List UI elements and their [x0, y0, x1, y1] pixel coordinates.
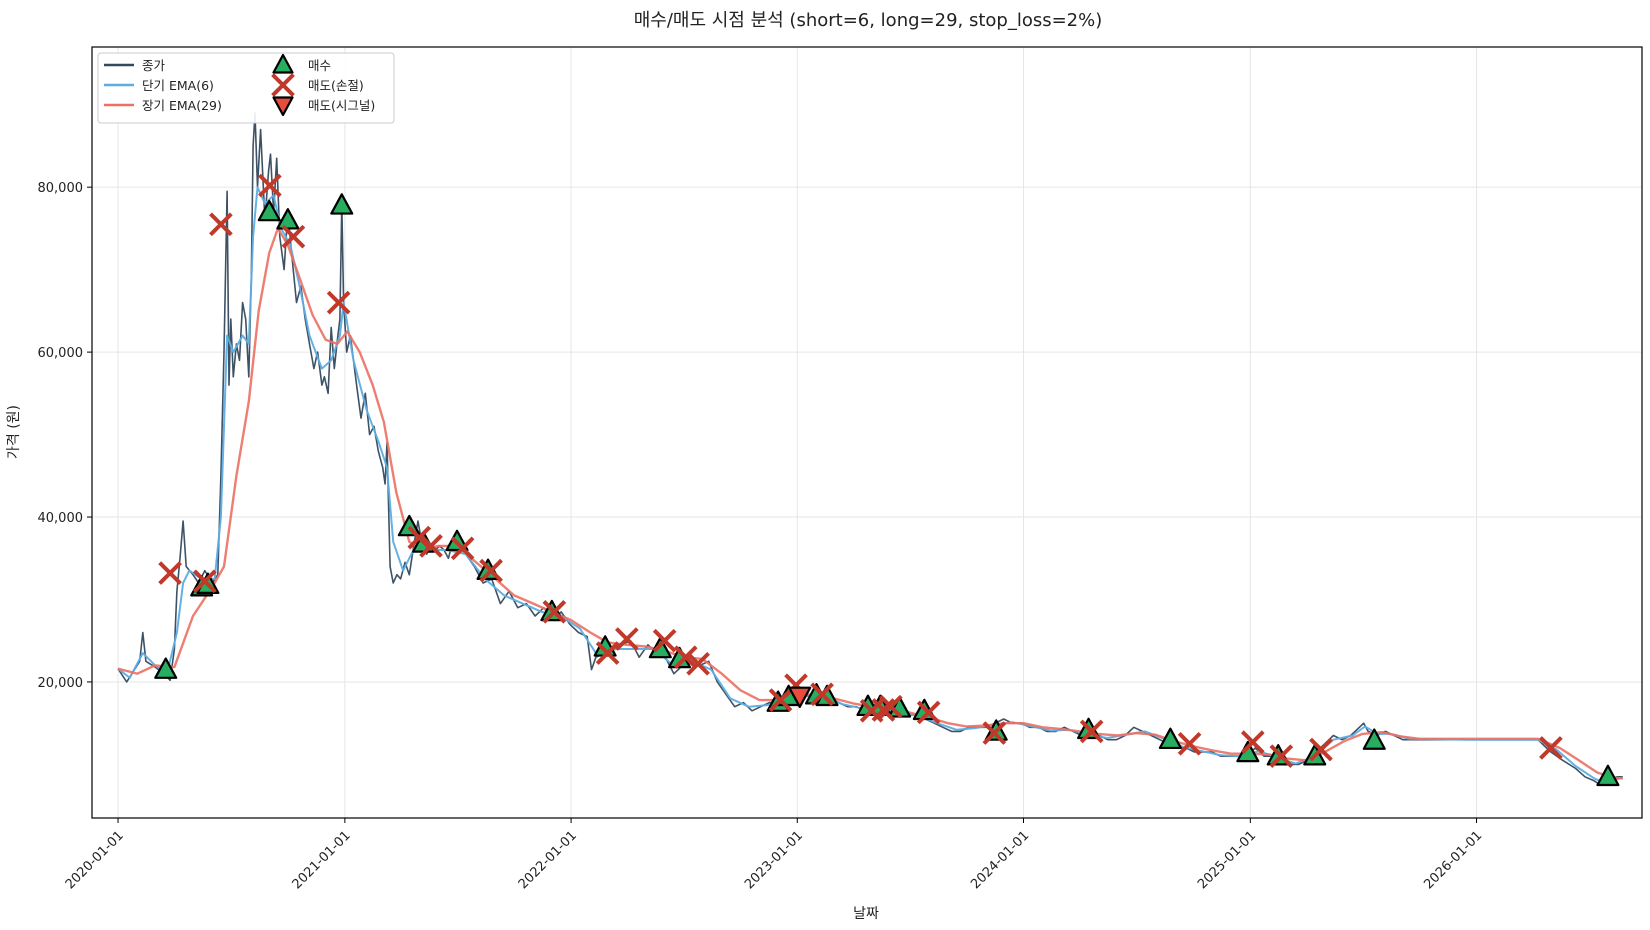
x-stroke [1309, 737, 1333, 762]
x-stroke [192, 569, 217, 594]
stop-loss-marker [595, 641, 620, 665]
buy-marker [257, 199, 281, 222]
stop-loss-marker [407, 525, 432, 550]
stop-loss-marker [615, 627, 639, 651]
x-stroke [419, 534, 443, 558]
stop-loss-marker [479, 558, 503, 583]
stop-loss-marker [982, 721, 1007, 745]
stop-loss-marker [209, 212, 233, 237]
stop-loss-marker [686, 651, 710, 676]
buy-marker [1362, 728, 1386, 750]
stop-loss-marker [1240, 730, 1265, 754]
x-stroke [271, 73, 295, 97]
x-stroke [879, 694, 903, 719]
stop-loss-marker [419, 534, 443, 558]
grid [92, 47, 1642, 818]
stop-loss-marker [542, 600, 567, 624]
marker-layer [154, 173, 1620, 787]
stop-loss-marker [326, 290, 351, 315]
x-stroke [1240, 730, 1265, 754]
stop-loss-marker [673, 645, 698, 670]
legend-item: 매수 [272, 53, 331, 74]
chart-title: 매수/매도 시점 분석 (short=6, long=29, stop_loss… [634, 10, 1103, 31]
x-stroke [595, 641, 620, 665]
legend-item: 종가 [104, 58, 166, 73]
stop-loss-marker [916, 700, 941, 725]
legend-buy-swatch [272, 53, 294, 74]
x-stroke [542, 600, 567, 624]
y-tick-label: 40,000 [38, 511, 84, 526]
x-stroke [258, 173, 282, 198]
stop-loss-marker [158, 561, 182, 585]
stop-loss-marker [1079, 719, 1104, 744]
stop-loss-marker [652, 628, 677, 653]
stop-loss-marker [281, 224, 306, 249]
x-stroke [479, 558, 503, 583]
legend-label: 단기 EMA(6) [142, 78, 214, 93]
x-stroke [982, 721, 1007, 745]
x-stroke [158, 561, 182, 585]
x-stroke [652, 628, 677, 653]
y-tick-label: 20,000 [38, 676, 84, 691]
stop-loss-marker [810, 682, 834, 707]
x-axis-label: 날짜 [853, 906, 879, 922]
stop-loss-marker [450, 536, 475, 561]
legend-label: 매도(손절) [308, 78, 364, 93]
legend-item: 장기 EMA(29) [104, 98, 222, 113]
x-stroke [615, 627, 639, 651]
legend-box [97, 52, 395, 124]
x-stroke [916, 700, 941, 725]
legend-label: 종가 [142, 58, 166, 73]
plot-frame [91, 46, 1643, 819]
y-tick-label: 60,000 [38, 346, 84, 361]
y-axis: 20,000 40,000 60,000 80,000 [38, 181, 92, 691]
x-stroke [407, 525, 432, 550]
legend-item: 단기 EMA(6) [104, 78, 214, 93]
legend-item: 매도(손절) [271, 73, 364, 97]
legend-label: 매수 [308, 58, 331, 73]
x-stroke [810, 682, 834, 707]
x-stroke [209, 212, 233, 237]
stop-loss-marker [258, 173, 282, 198]
buy-marker [1596, 764, 1620, 787]
stop-loss-marker [1539, 736, 1563, 760]
legend-item: 매도(시그널) [272, 96, 375, 117]
y-axis-label: 가격 (원) [6, 405, 22, 459]
buy-marker [154, 657, 178, 679]
y-tick-label: 80,000 [38, 181, 84, 196]
x-stroke [326, 290, 351, 315]
stop-loss-marker [1177, 731, 1202, 756]
stop-loss-marker [1309, 737, 1333, 762]
x-stroke [281, 224, 306, 249]
x-stroke [1079, 719, 1104, 744]
stop-loss-marker [1269, 744, 1294, 768]
x-stroke [673, 645, 698, 670]
x-stroke [686, 651, 710, 676]
legend-sell-signal-swatch [272, 96, 294, 117]
x-stroke [1177, 731, 1202, 756]
legend-stop-loss-swatch [271, 73, 295, 97]
legend-label: 매도(시그널) [308, 98, 375, 113]
legend-label: 장기 EMA(29) [142, 98, 222, 113]
sell-signal-marker [788, 686, 812, 709]
buy-marker [330, 193, 354, 215]
x-stroke [450, 536, 475, 561]
stop-loss-marker [192, 569, 217, 594]
buy-marker [1158, 727, 1182, 750]
x-stroke [1269, 744, 1294, 768]
x-stroke [1539, 736, 1563, 760]
stop-loss-marker [879, 694, 903, 719]
